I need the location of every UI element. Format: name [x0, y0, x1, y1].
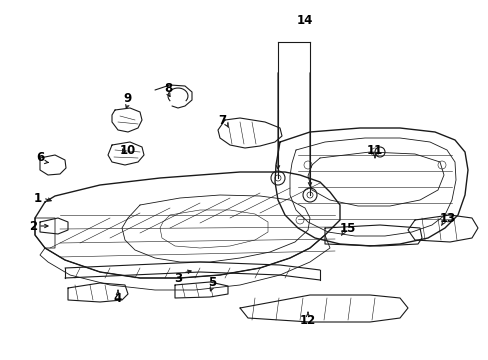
Text: 6: 6	[36, 150, 44, 163]
Text: 12: 12	[299, 314, 315, 327]
Text: 2: 2	[29, 220, 37, 233]
Text: 10: 10	[120, 144, 136, 157]
Text: 5: 5	[207, 275, 216, 288]
Text: 8: 8	[163, 81, 172, 95]
Text: 7: 7	[218, 113, 225, 126]
Text: 1: 1	[34, 192, 42, 204]
Text: 13: 13	[439, 212, 455, 225]
Text: 3: 3	[174, 271, 182, 284]
Text: 15: 15	[339, 221, 355, 234]
Text: 9: 9	[123, 91, 132, 104]
Text: 11: 11	[366, 144, 382, 157]
Text: 14: 14	[296, 14, 312, 27]
Text: 4: 4	[114, 292, 122, 305]
